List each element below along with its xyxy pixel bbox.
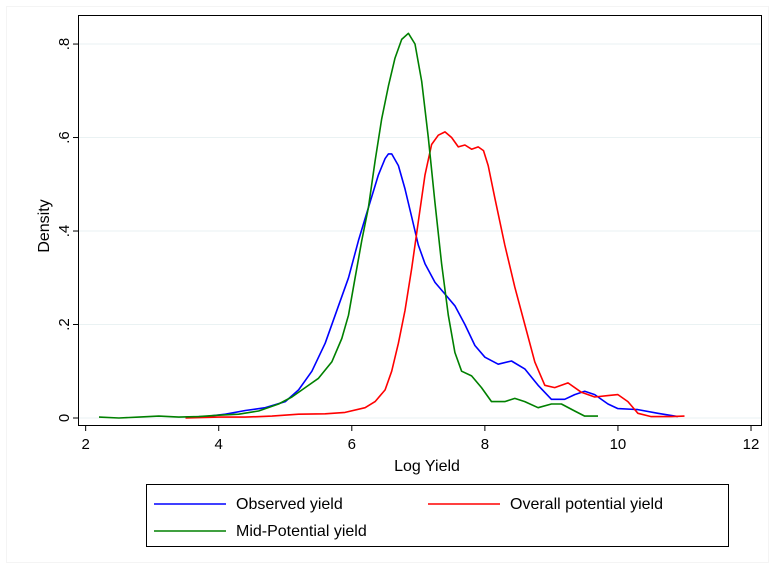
x-tick-label: 12 [743, 436, 760, 453]
grid-lines [79, 43, 761, 419]
legend-label-1: Observed yield [236, 496, 343, 513]
y-tick-label: 0 [56, 414, 73, 422]
x-axis-title: Log Yield [394, 458, 460, 475]
y-axis-title: Density [36, 199, 53, 252]
y-tick-label: .8 [56, 38, 73, 51]
x-tick-label: 8 [481, 436, 489, 453]
outer-frame [6, 6, 769, 563]
plot-frame [78, 15, 762, 426]
series-line-2 [185, 131, 685, 419]
x-tick-label: 4 [215, 436, 223, 453]
series-lines [98, 32, 685, 419]
y-tick-label: .6 [56, 131, 73, 144]
x-axis: 2 4 6 8 10 12 [81, 425, 759, 453]
x-tick-label: 2 [81, 436, 89, 453]
y-axis: 0 .2 .4 .6 .8 [56, 38, 79, 422]
y-tick-label: .2 [56, 318, 73, 331]
legend: Observed yield Overall potential yield Mid… [146, 484, 729, 547]
legend-label-2: Overall potential yield [510, 496, 663, 513]
x-tick-label: 6 [348, 436, 356, 453]
legend-box [146, 484, 729, 547]
x-tick-label: 10 [610, 436, 627, 453]
y-tick-label: .4 [56, 225, 73, 238]
series-line-1 [185, 153, 678, 418]
legend-label-3: Mid-Potential yield [236, 523, 367, 540]
series-line-3 [98, 32, 598, 419]
